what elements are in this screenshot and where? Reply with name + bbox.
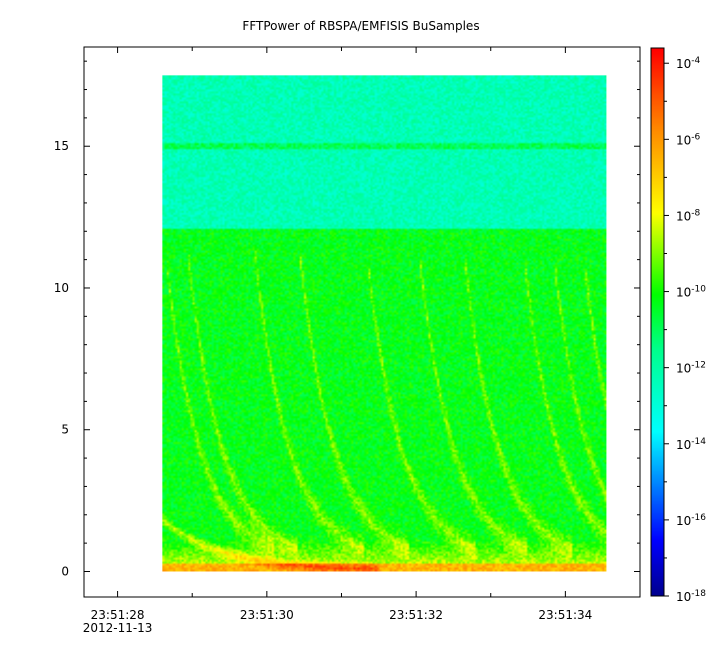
colorbar-tick-label: 10-16 (676, 513, 706, 528)
y-tick-label: 5 (61, 423, 69, 437)
spectrogram (162, 75, 607, 572)
colorbar-tick-label: 10-8 (676, 208, 701, 223)
x-tick-label: 23:51:30 (240, 608, 294, 622)
spectrogram-image (162, 75, 607, 572)
colorbar: 10-4 10-6 10-8 10-10 10-12 10-14 10-16 10-18 (650, 47, 706, 604)
y-tick-label: 10 (54, 281, 69, 295)
y-tick-label: 0 (61, 564, 69, 578)
x-tick-sublabel: 2012-11-13 (83, 621, 153, 635)
x-tick-label: 23:51:28 (91, 608, 145, 622)
y-axis: 0 5 10 15 (54, 60, 640, 578)
colorbar-axis: 10-4 10-6 10-8 10-10 10-12 10-14 10-16 10-18 (664, 56, 706, 604)
colorbar-tick-label: 10-10 (676, 285, 706, 300)
colorbar-frame (650, 47, 665, 597)
colorbar-image (651, 48, 664, 596)
x-tick-label: 23:51:32 (389, 608, 443, 622)
colorbar-tick-label: 10-14 (676, 437, 706, 452)
y-tick-label: 15 (54, 139, 69, 153)
colorbar-tick-label: 10-12 (676, 361, 706, 376)
colorbar-tick-label: 10-6 (676, 132, 701, 147)
chart-title: FFTPower of RBSPA/EMFISIS BuSamples (242, 19, 479, 33)
x-tick-label: 23:51:34 (538, 608, 592, 622)
colorbar-tick-label: 10-18 (676, 589, 706, 604)
colorbar-tick-label: 10-4 (676, 56, 701, 71)
